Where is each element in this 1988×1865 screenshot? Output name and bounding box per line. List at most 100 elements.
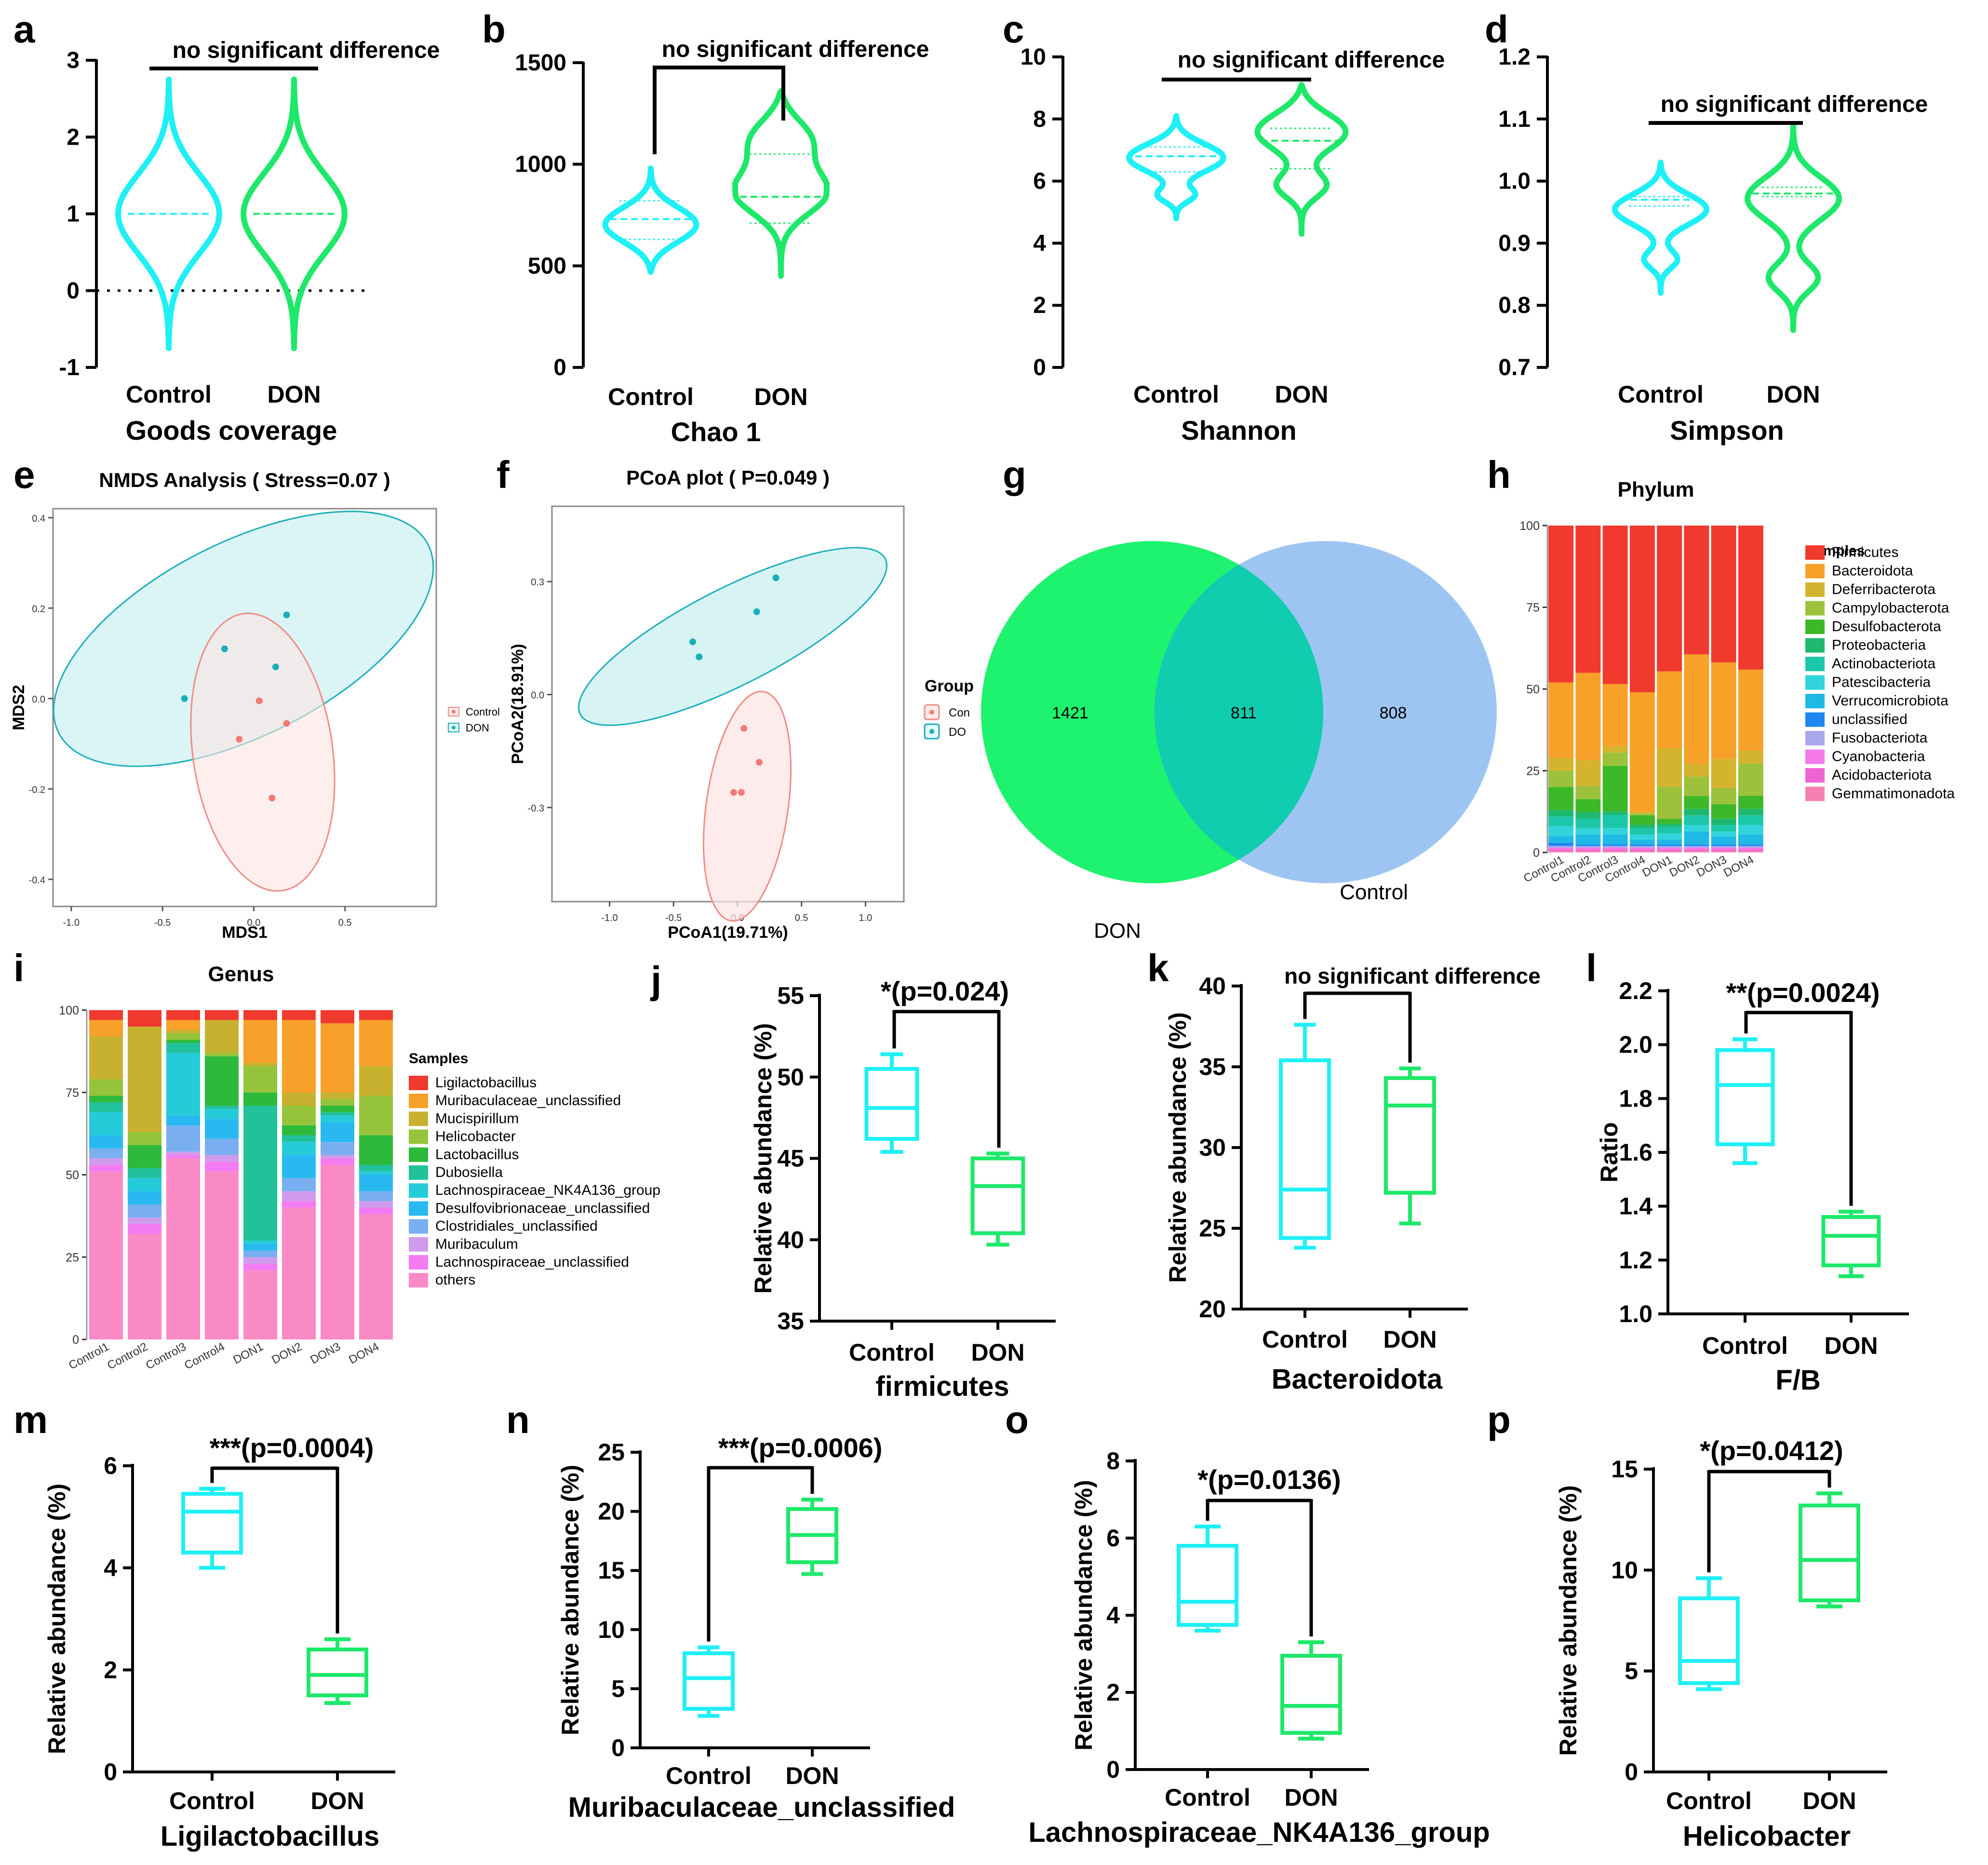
- violin-control: [115, 76, 222, 351]
- bar-segment-acidobacteriota: [1575, 849, 1601, 851]
- legend-dot: [929, 729, 934, 734]
- point-control: [740, 725, 748, 732]
- box-control: [683, 1651, 735, 1711]
- category-label-don: DON: [1275, 381, 1328, 408]
- y-tick-label: 0.8: [1498, 293, 1531, 318]
- violin-chart-d: 1.2 1.1 1.0 0.9 0.8 0.7 Control DON no significa…: [1498, 44, 1928, 446]
- box-don: [1821, 1215, 1881, 1268]
- bar-segment-cyanobacteria: [1575, 847, 1601, 850]
- bar-segment-others: [128, 1234, 161, 1339]
- legend-label: Gemmatimonadota: [1832, 786, 1955, 802]
- box-don: [1280, 1654, 1342, 1735]
- chart-title: Lachnospiraceae_NK4A136_group: [1028, 1817, 1490, 1848]
- box-don: [307, 1648, 368, 1698]
- legend-swatch: [409, 1111, 428, 1126]
- bar-segment-proteobacteria: [1738, 809, 1763, 815]
- bar-segment-muribaculum: [282, 1191, 316, 1202]
- panel-label-k: k: [1147, 946, 1169, 989]
- bar-segment-helicobacter: [282, 1106, 316, 1126]
- y-tick-label: 75: [1526, 601, 1540, 615]
- bar-segment-ligilactobacillus: [321, 1010, 354, 1024]
- bar-segment-helicobacter: [128, 1132, 161, 1146]
- bar-segment-actinobacteriota: [1629, 828, 1655, 835]
- bar-segment-lactobacillus: [282, 1125, 316, 1135]
- y-tick-label: 35: [1199, 1054, 1226, 1081]
- x-axis-label: PCoA1(19.71%): [668, 923, 788, 942]
- bar-segment-desulfobacterota: [1684, 796, 1709, 809]
- y-tick-label: 25: [598, 1439, 625, 1466]
- bar-segment-others: [359, 1214, 393, 1339]
- bar-segment-muribaculaceae_unclassified: [359, 1020, 393, 1067]
- legend-label: Actinobacteriota: [1832, 656, 1935, 672]
- bar-segment-fusobacteriota: [1548, 846, 1574, 848]
- category-label-control: Control: [1666, 1787, 1752, 1814]
- bar-segment-bacteroidota: [1575, 673, 1601, 760]
- bar-segment-lactobacillus: [243, 1092, 277, 1106]
- bar-segment-acidobacteriota: [1629, 849, 1655, 851]
- bar-segment-cyanobacteria: [1738, 847, 1763, 850]
- bar-segment-lachnospiraceae_nk4a136_group: [321, 1115, 354, 1122]
- bar-segment-bacteroidota: [1548, 682, 1574, 758]
- legend-label: unclassified: [1832, 712, 1907, 728]
- y-tick-label: 0: [1533, 846, 1540, 860]
- bar-segment-desulfovibrionaceae_unclassified: [166, 1115, 200, 1126]
- bar-segment-muribaculum: [166, 1151, 200, 1155]
- bar-segment-ligilactobacillus: [359, 1010, 393, 1020]
- x-tick-label: -1.0: [63, 918, 80, 928]
- bar-segment-deferribacterota: [1738, 750, 1763, 764]
- legend-dot: [929, 710, 934, 715]
- bar-segment-deferribacterota: [1548, 757, 1574, 771]
- bar-segment-desulfobacterota: [1629, 815, 1655, 825]
- category-label-don: DON: [754, 383, 807, 410]
- y-tick-label: 15: [598, 1557, 625, 1584]
- bar-segment-gemmatimonadota: [1738, 851, 1763, 852]
- y-tick-label: 3: [67, 48, 80, 73]
- y-tick-label: 1.2: [1498, 44, 1531, 70]
- y-tick-label: 45: [777, 1145, 804, 1172]
- y-tick-label: 0: [611, 1734, 625, 1761]
- y-tick-label: 1.8: [1619, 1085, 1652, 1112]
- bar-segment-firmicutes: [1711, 526, 1736, 662]
- legend-swatch: [1805, 638, 1825, 653]
- legend-label: Desulfovibrionaceae_unclassified: [435, 1200, 650, 1216]
- confidence-ellipse-don: [578, 547, 888, 726]
- y-axis-label: Relative abundance (%): [557, 1465, 584, 1735]
- bar-segment-others: [89, 1171, 123, 1339]
- bar-segment-ligilactobacillus: [89, 1010, 123, 1020]
- point-don: [753, 608, 760, 615]
- y-tick-label: 0: [67, 278, 80, 304]
- chart-title: Muribaculaceae_unclassified: [568, 1792, 955, 1823]
- y-tick-label: 0.4: [32, 514, 45, 524]
- y-tick-label: 10: [598, 1616, 625, 1643]
- y-tick-label: 100: [59, 1004, 79, 1017]
- bar-segment-mucispirillum: [359, 1066, 393, 1096]
- point-control: [255, 697, 263, 704]
- x-tick-label: DON1: [1640, 853, 1675, 879]
- violin-control: [1612, 160, 1710, 296]
- point-don: [181, 695, 188, 702]
- bar-segment-bacteroidota: [1738, 669, 1763, 751]
- significance-label: no significant difference: [1284, 963, 1541, 988]
- bar-segment-lachnospiraceae_unclassified: [321, 1158, 354, 1165]
- bar-segment-muribaculum: [359, 1201, 393, 1208]
- bar-segment-clostridiales_unclassified: [166, 1125, 200, 1152]
- bar-segment-verrucomicrobiota: [1548, 836, 1574, 843]
- chart-title: Shannon: [1181, 415, 1297, 446]
- bar-segment-ligilactobacillus: [282, 1010, 316, 1020]
- chart-title: F/B: [1775, 1365, 1820, 1396]
- bar-segment-campylobacterota: [1602, 753, 1628, 766]
- bar-segment-lachnospiraceae_nk4a136_group: [205, 1108, 239, 1119]
- bar-segment-clostridiales_unclassified: [243, 1250, 277, 1257]
- bar-segment-verrucomicrobiota: [1575, 835, 1601, 845]
- bar-segment-actinobacteriota: [1548, 816, 1574, 826]
- legend-label: Control: [466, 706, 500, 718]
- chart-title: firmicutes: [875, 1371, 1009, 1402]
- legend-swatch: [1805, 564, 1825, 579]
- legend-swatch: [1805, 768, 1825, 783]
- bar-segment-campylobacterota: [1629, 813, 1655, 815]
- bar-segment-mucispirillum: [89, 1036, 123, 1080]
- bar-segment-unclassified: [1602, 844, 1628, 846]
- bar-segment-desulfovibrionaceae_unclassified: [205, 1119, 239, 1139]
- y-axis-label: MDS2: [10, 685, 28, 730]
